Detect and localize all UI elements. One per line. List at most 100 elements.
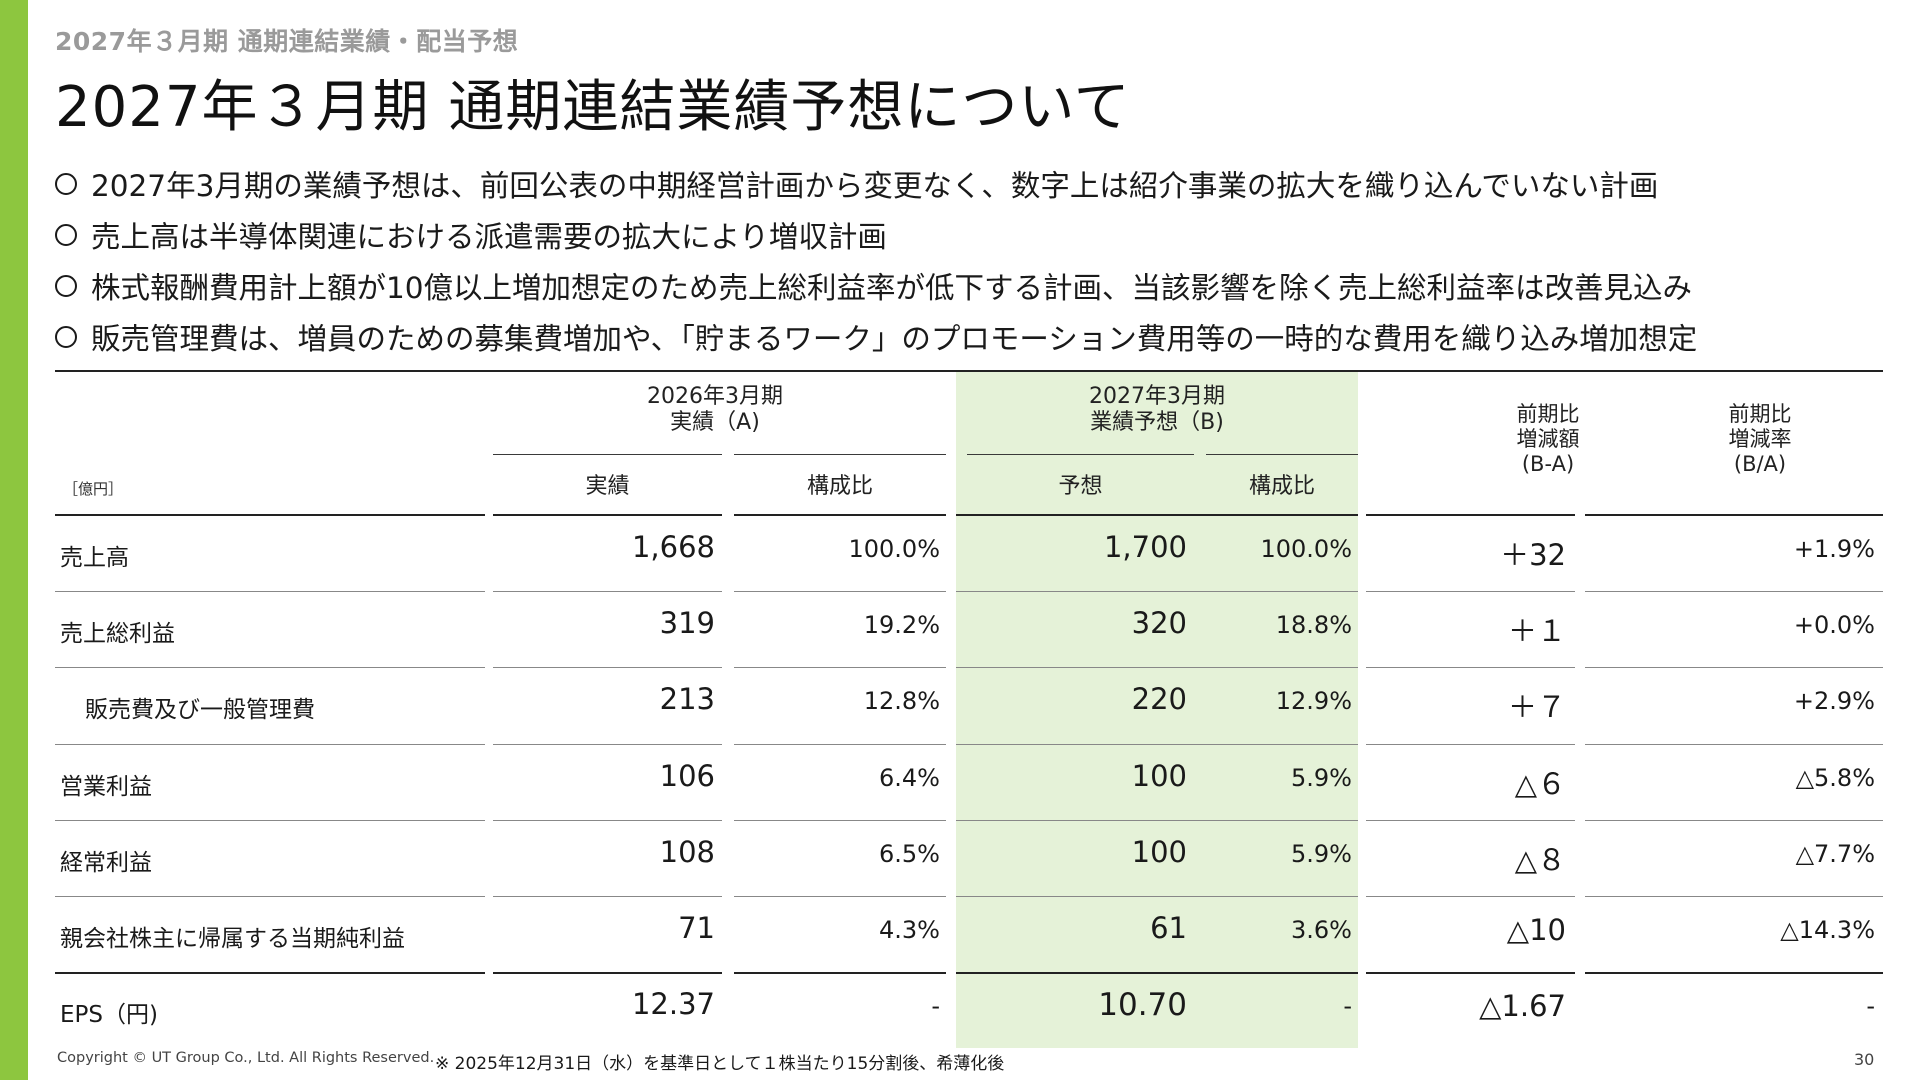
- row-divider: [493, 667, 722, 669]
- actual-ratio: -: [931, 992, 940, 1021]
- row-divider: [1585, 667, 1883, 669]
- row-divider: [956, 972, 1358, 975]
- actual-ratio: 6.5%: [879, 839, 940, 868]
- page-title: 2027年３月期 通期連結業績予想について: [55, 75, 1131, 140]
- diff-header: 前期比 増減額 (B-A): [1448, 402, 1648, 477]
- actual-value: 12.37: [631, 987, 715, 1022]
- row-divider: [1585, 896, 1883, 897]
- forecast-ratio: 5.9%: [1291, 763, 1352, 792]
- header-bottom-rule: [1366, 514, 1575, 516]
- row-divider: [55, 667, 485, 669]
- forecast-value: 10.70: [1098, 987, 1187, 1024]
- row-divider: [1366, 667, 1575, 669]
- unit-label: ［億円］: [63, 480, 124, 498]
- diff-value: ＋７: [1507, 690, 1566, 725]
- rate-header: 前期比 増減率 (B/A): [1660, 402, 1860, 477]
- group-b-period: 2027年3月期: [1089, 384, 1225, 409]
- row-divider: [734, 667, 946, 669]
- col-header-ratio-b: 構成比: [1248, 474, 1315, 499]
- header-divider: [1206, 454, 1358, 455]
- section-subtitle: 2027年３月期 通期連結業績・配当予想: [55, 27, 519, 56]
- rate-value: △5.8%: [1795, 763, 1875, 792]
- diff-value: ＋32: [1500, 538, 1566, 572]
- actual-value: 213: [659, 682, 715, 717]
- bullet-item: 売上高は半導体関連における派遣需要の拡大により増収計画: [55, 209, 1697, 260]
- rate-header-line: (B/A): [1733, 452, 1787, 476]
- row-divider: [734, 591, 946, 593]
- row-label: 経常利益: [60, 849, 152, 876]
- row-label: 売上高: [60, 545, 129, 571]
- diff-value: △10: [1506, 913, 1566, 947]
- row-label: 営業利益: [60, 773, 152, 800]
- col-header-forecast: 予想: [1058, 474, 1103, 499]
- diff-value: △８: [1514, 842, 1566, 877]
- actual-ratio: 100.0%: [848, 535, 940, 563]
- actual-value: 108: [659, 834, 715, 869]
- col-header-actual: 実績: [585, 474, 630, 499]
- header-bottom-rule: [734, 514, 946, 516]
- circle-bullet-icon: [55, 172, 77, 195]
- rate-value: +1.9%: [1793, 535, 1875, 563]
- row-label: 販売費及び一般管理費: [85, 697, 315, 724]
- header-bottom-rule: [493, 514, 722, 516]
- accent-sidebar: [0, 0, 28, 1080]
- row-divider: [956, 743, 1358, 745]
- forecast-ratio: 100.0%: [1260, 535, 1352, 563]
- rate-value: △7.7%: [1795, 839, 1875, 868]
- header-divider: [493, 454, 722, 455]
- group-b-kind: 業績予想（B): [1090, 410, 1224, 435]
- bullet-text: 2027年3月期の業績予想は、前回公表の中期経営計画から変更なく、数字上は紹介事…: [91, 168, 1659, 203]
- actual-ratio: 6.4%: [879, 763, 940, 792]
- bullet-text: 株式報酬費用計上額が10億以上増加想定のため売上総利益率が低下する計画、当該影響…: [91, 270, 1693, 305]
- row-divider: [1585, 743, 1883, 745]
- copyright: Copyright © UT Group Co., Ltd. All Right…: [57, 1050, 435, 1066]
- forecast-value: 100: [1131, 834, 1187, 869]
- forecast-ratio: 5.9%: [1291, 839, 1352, 868]
- group-a-header: 2026年3月期 実績（A): [485, 384, 945, 436]
- row-divider: [734, 743, 946, 745]
- forecast-ratio: -: [1343, 992, 1352, 1021]
- row-divider: [493, 743, 722, 745]
- diff-value: ＋１: [1507, 614, 1566, 649]
- diff-value: △６: [1514, 766, 1566, 801]
- diff-header-line: 増減額: [1516, 427, 1580, 451]
- bullet-list: 2027年3月期の業績予想は、前回公表の中期経営計画から変更なく、数字上は紹介事…: [55, 158, 1697, 362]
- bullet-text: 販売管理費は、増員のための募集費増加や、「貯まるワーク」のプロモーション費用等の…: [91, 321, 1698, 356]
- header-bottom-rule: [1585, 514, 1883, 516]
- table-top-rule: [55, 370, 1883, 372]
- group-b-header: 2027年3月期 業績予想（B): [956, 384, 1358, 436]
- diff-header-line: (B-A): [1521, 452, 1575, 476]
- col-header-ratio-a: 構成比: [806, 474, 873, 499]
- circle-bullet-icon: [55, 325, 77, 348]
- group-a-kind: 実績（A): [670, 410, 760, 435]
- row-divider: [1366, 896, 1575, 897]
- forecast-value: 100: [1131, 758, 1187, 793]
- rate-value: +0.0%: [1793, 611, 1875, 640]
- forecast-ratio: 3.6%: [1291, 916, 1352, 944]
- circle-bullet-icon: [55, 223, 77, 246]
- forecast-value: 320: [1131, 606, 1187, 641]
- rate-value: -: [1866, 992, 1875, 1021]
- actual-value: 1,668: [631, 530, 715, 564]
- row-divider: [956, 896, 1358, 897]
- row-divider: [493, 972, 722, 975]
- bullet-item: 株式報酬費用計上額が10億以上増加想定のため売上総利益率が低下する計画、当該影響…: [55, 260, 1697, 311]
- row-divider: [55, 972, 485, 975]
- forecast-ratio: 12.9%: [1275, 687, 1352, 716]
- actual-ratio: 4.3%: [879, 916, 940, 944]
- row-divider: [956, 667, 1358, 669]
- actual-ratio: 12.8%: [863, 687, 940, 716]
- row-divider: [1585, 819, 1883, 821]
- actual-value: 71: [678, 911, 715, 945]
- rate-header-line: 前期比: [1728, 402, 1792, 426]
- row-divider: [55, 896, 485, 897]
- forecast-ratio: 18.8%: [1275, 611, 1352, 640]
- rate-header-line: 増減率: [1728, 427, 1792, 451]
- row-divider: [734, 972, 946, 975]
- header-bottom-rule: [55, 514, 485, 516]
- forecast-column-highlight: [956, 370, 1358, 1048]
- row-label: EPS（円): [60, 1002, 158, 1029]
- row-label: 売上総利益: [60, 621, 175, 648]
- header-divider: [967, 454, 1194, 455]
- actual-value: 319: [659, 606, 715, 641]
